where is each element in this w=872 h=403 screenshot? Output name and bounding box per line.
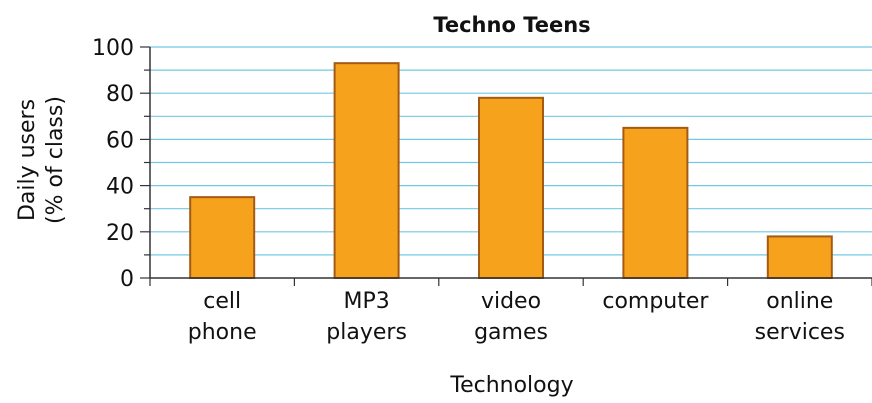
y-tick-labels: 0 20 40 60 80 100 bbox=[92, 36, 134, 292]
y-tick-label: 100 bbox=[92, 36, 134, 61]
x-category-labels: cell phone MP3 players video games computer onl… bbox=[188, 289, 845, 345]
bar-3 bbox=[622, 126, 689, 279]
y-tick-label: 40 bbox=[106, 175, 134, 200]
chart-title: Techno Teens bbox=[433, 13, 590, 37]
bar-2 bbox=[478, 96, 544, 279]
category-label: MP3 bbox=[343, 289, 389, 314]
y-tick-label: 80 bbox=[106, 82, 134, 107]
category-label: services bbox=[755, 320, 845, 345]
y-tick-label: 0 bbox=[120, 267, 134, 292]
y-axis-label-line1: Daily users bbox=[15, 99, 40, 221]
category-label: cell bbox=[203, 289, 241, 314]
category-label: games bbox=[474, 320, 548, 345]
y-tick-label: 20 bbox=[106, 221, 134, 246]
category-label: online bbox=[766, 289, 833, 314]
y-tick-label: 60 bbox=[106, 128, 134, 153]
axes bbox=[140, 46, 872, 286]
category-label: players bbox=[326, 320, 407, 345]
category-label: phone bbox=[188, 320, 257, 345]
bar-1 bbox=[333, 62, 400, 279]
bar-4 bbox=[766, 235, 833, 279]
category-label: video bbox=[481, 289, 541, 314]
bars bbox=[189, 62, 833, 279]
x-axis-label: Technology bbox=[449, 373, 573, 398]
y-axis-label-line2: (% of class) bbox=[43, 96, 68, 224]
bar-0 bbox=[189, 196, 256, 279]
category-label: computer bbox=[602, 289, 709, 314]
